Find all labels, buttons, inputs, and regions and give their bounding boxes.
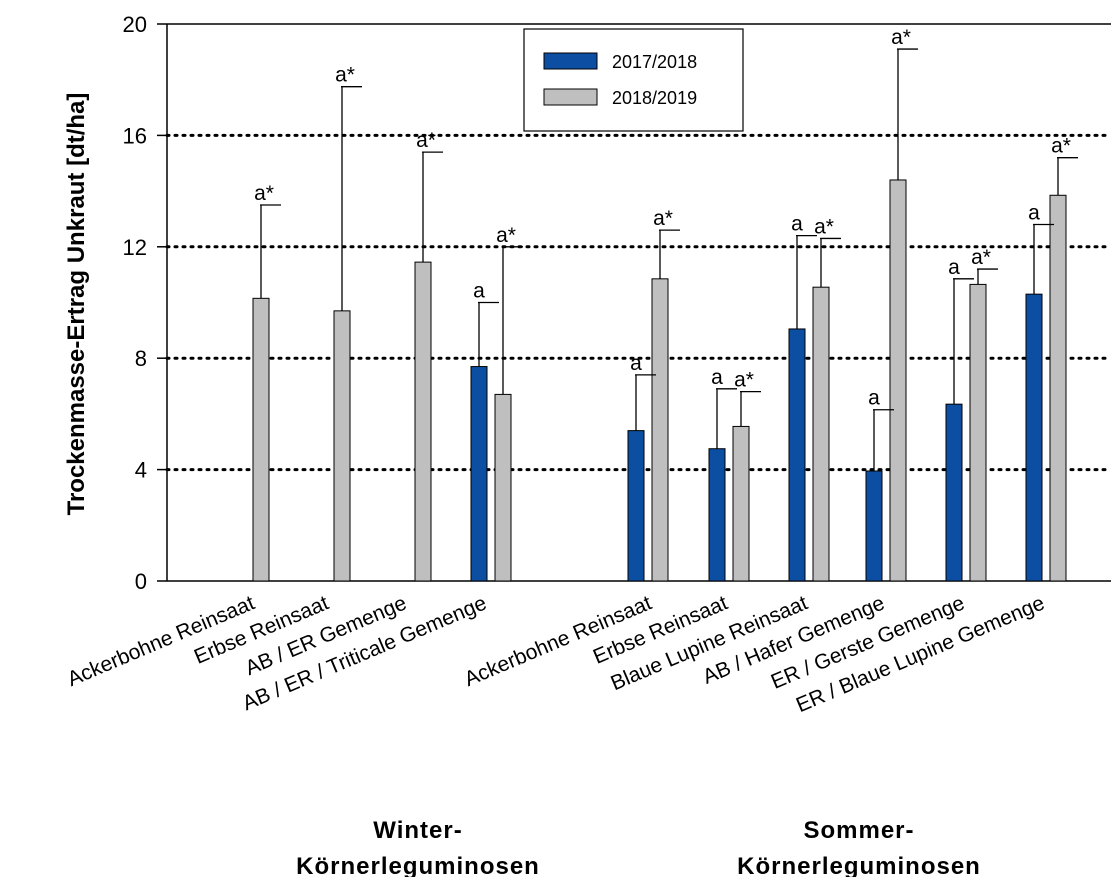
- bars: [252, 179, 1067, 582]
- significance-label: a: [473, 280, 485, 303]
- significance-label: a*: [891, 26, 911, 49]
- bar: [333, 310, 351, 582]
- legend-box: [523, 28, 744, 132]
- y-tick-label: 8: [135, 346, 147, 371]
- significance-label: a: [630, 352, 642, 375]
- group-labels: Winter- Körnerleguminosen Sommer- Körnerleg…: [296, 817, 981, 877]
- significance-label: a*: [734, 369, 754, 392]
- bar: [651, 278, 669, 582]
- bar: [494, 393, 512, 582]
- group-label: Winter-: [373, 817, 462, 844]
- significance-label: a*: [335, 64, 355, 87]
- y-tick-label: 20: [123, 12, 147, 37]
- group-label: Körnerleguminosen: [737, 853, 981, 877]
- group-label: Körnerleguminosen: [296, 853, 540, 877]
- y-axis-title: Trockenmasse-Ertrag Unkraut [dt/ha]: [63, 93, 90, 516]
- significance-label: a*: [653, 207, 673, 230]
- gridlines: [165, 133, 1111, 472]
- y-tick-labels: 0 4 8 12 16 20: [123, 12, 147, 594]
- significance-label: a*: [254, 182, 274, 205]
- bar: [969, 283, 987, 582]
- significance-label: a: [791, 213, 803, 236]
- bar: [708, 448, 726, 582]
- bar: [470, 366, 488, 582]
- bar: [812, 286, 830, 582]
- significance-labels: a a a a a a a a* a* a* a* a* a* a* a* a* a*: [254, 26, 1071, 410]
- significance-label: a*: [496, 224, 516, 247]
- y-tick-label: 0: [135, 569, 147, 594]
- legend-label-2018-2019: 2018/2019: [612, 88, 697, 108]
- bar: [889, 179, 907, 582]
- bar: [1049, 194, 1067, 582]
- legend-swatch-2018-2019: [543, 88, 598, 106]
- significance-label: a: [868, 387, 880, 410]
- group-label: Sommer-: [803, 817, 914, 844]
- bar: [788, 328, 806, 582]
- significance-label: a: [948, 256, 960, 279]
- bar: [945, 403, 963, 582]
- significance-label: a*: [1051, 135, 1071, 158]
- legend-label-2017-2018: 2017/2018: [612, 52, 697, 72]
- bar: [1025, 293, 1043, 582]
- bar: [414, 261, 432, 582]
- legend: 2017/2018 2018/2019: [523, 28, 744, 132]
- significance-label: a: [711, 366, 723, 389]
- significance-label: a: [1028, 202, 1040, 225]
- significance-label: a*: [971, 246, 991, 269]
- bar: [627, 430, 645, 582]
- bar: [865, 470, 883, 582]
- significance-label: a*: [814, 215, 834, 238]
- bar: [252, 297, 270, 582]
- y-tick-label: 12: [123, 235, 147, 260]
- error-bars: [260, 48, 1078, 471]
- y-tick-label: 16: [123, 123, 147, 148]
- significance-label: a*: [416, 129, 436, 152]
- bar: [732, 425, 750, 582]
- legend-swatch-2017-2018: [543, 52, 598, 70]
- y-tick-label: 4: [135, 458, 147, 483]
